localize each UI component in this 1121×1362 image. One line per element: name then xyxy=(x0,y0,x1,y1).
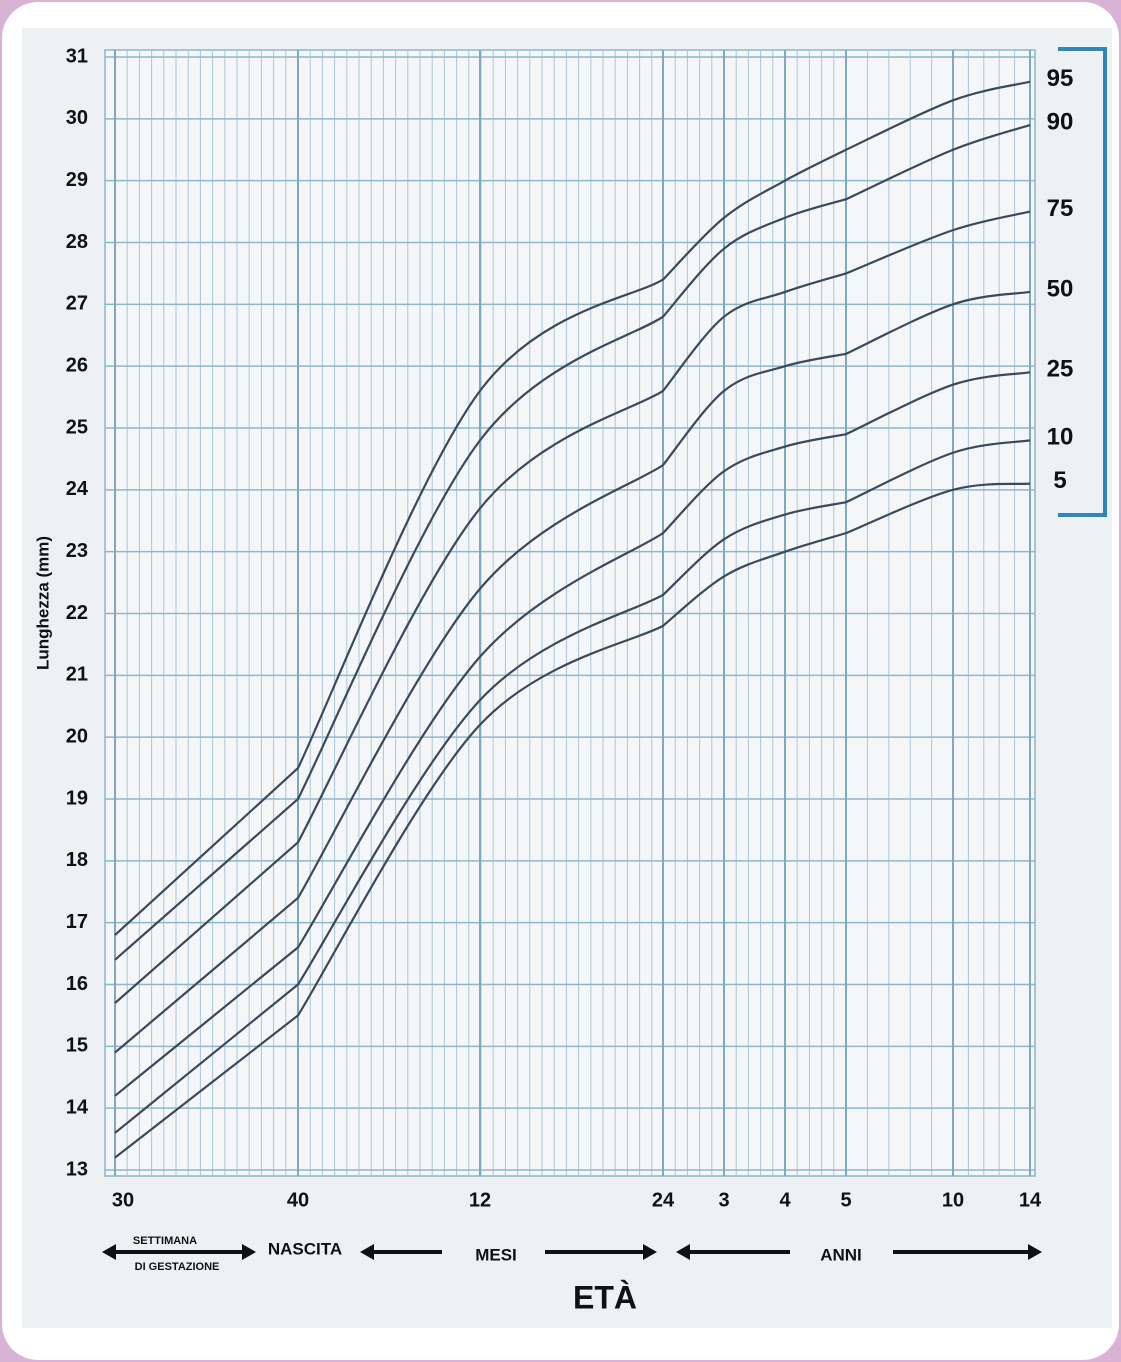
percentile-line xyxy=(114,482,1031,1159)
y-tick-label: 27 xyxy=(66,293,88,315)
y-tick-label: 30 xyxy=(66,107,88,129)
x-tick-label: 3 xyxy=(718,1189,729,1211)
annotation: NASCITA xyxy=(268,1239,342,1258)
bracket xyxy=(1058,47,1107,517)
x-tick-label: 4 xyxy=(779,1189,791,1211)
percentile-line xyxy=(114,371,1031,1097)
x-tick-label: 12 xyxy=(469,1189,491,1211)
y-tick-label: 19 xyxy=(66,787,88,809)
y-tick-label: 16 xyxy=(66,973,88,995)
x-axis-label: ETÀ xyxy=(573,1279,637,1315)
x-tick-label: 14 xyxy=(1019,1189,1042,1211)
y-tick-label: 14 xyxy=(66,1096,89,1118)
x-tick-label: 30 xyxy=(112,1189,134,1211)
y-tick-label: 31 xyxy=(66,45,88,67)
annotation: DI GESTAZIONE xyxy=(135,1261,220,1273)
y-tick-label: 25 xyxy=(66,416,88,438)
arrows xyxy=(102,1244,1042,1260)
legend-label: 10 xyxy=(1047,424,1074,451)
y-tick-label: 15 xyxy=(66,1035,88,1057)
legend-label: 5 xyxy=(1053,467,1066,494)
x-tick-label: 24 xyxy=(652,1189,675,1211)
grid: 13 14 15 16 17 18 19 20 21 22 23 24 25 26 27 28 29 30 31 30… xyxy=(66,45,1042,1211)
percentile-line xyxy=(114,80,1031,936)
annotation: SETTIMANA xyxy=(133,1235,197,1247)
x-tick-label: 5 xyxy=(840,1189,851,1211)
y-axis-label: Lunghezza (mm) xyxy=(33,536,52,670)
legend-label: 25 xyxy=(1047,356,1074,383)
legend-label: 50 xyxy=(1047,275,1074,302)
y-tick-label: 26 xyxy=(66,354,88,376)
y-tick-label: 21 xyxy=(66,664,88,686)
y-tick-label: 20 xyxy=(66,725,88,747)
y-tick-label: 29 xyxy=(66,169,88,191)
annotation: ANNI xyxy=(820,1245,862,1264)
percentile-line xyxy=(114,439,1031,1134)
y-tick-label: 18 xyxy=(66,849,88,871)
y-tick-label: 24 xyxy=(66,478,89,500)
y-tick-label: 22 xyxy=(66,602,88,624)
lines: 95 90 75 50 25 10 5 xyxy=(114,65,1074,1159)
x-tick-label: 10 xyxy=(942,1189,964,1211)
legend-label: 95 xyxy=(1047,65,1074,92)
percentile-line xyxy=(114,123,1031,961)
legend-label: 75 xyxy=(1047,195,1074,222)
y-tick-label: 17 xyxy=(66,911,88,933)
percentile-line xyxy=(114,210,1031,1004)
annotation: MESI xyxy=(475,1245,517,1264)
y-tick-label: 28 xyxy=(66,231,88,253)
legend-label: 90 xyxy=(1047,108,1074,135)
x-tick-label: 40 xyxy=(287,1189,309,1211)
percentile-line xyxy=(114,290,1031,1054)
y-tick-label: 23 xyxy=(66,540,88,562)
y-tick-label: 13 xyxy=(66,1158,88,1180)
